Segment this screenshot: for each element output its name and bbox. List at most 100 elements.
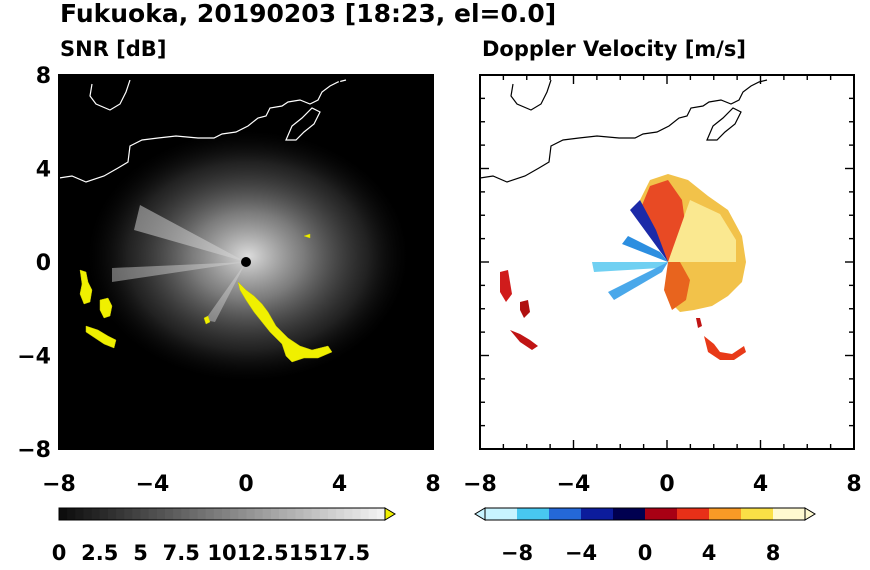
colorbar-swatch — [75, 508, 85, 520]
colorbar-swatch — [352, 508, 362, 520]
x-tick-label: 4 — [332, 472, 347, 497]
colorbar-tick-label: 4 — [702, 541, 717, 565]
colorbar-swatch — [67, 508, 76, 520]
colorbar-swatch — [629, 508, 638, 520]
colorbar-swatch — [573, 508, 582, 520]
colorbar-swatch — [653, 508, 662, 520]
colorbar-swatch — [773, 508, 782, 520]
x-tick-label: −4 — [557, 472, 591, 497]
colorbar-swatch — [533, 508, 542, 520]
colorbar-tick-label: 0 — [52, 541, 67, 565]
colorbar-swatch — [279, 508, 288, 520]
colorbar-swatch — [725, 508, 734, 520]
colorbar-swatch — [360, 508, 370, 520]
colorbar-swatch — [238, 508, 248, 520]
colorbar-max-extension — [384, 507, 396, 521]
coastline-right — [480, 79, 768, 183]
colorbar-swatch — [189, 508, 199, 520]
colorbar-swatch — [613, 508, 622, 520]
colorbar-swatch — [661, 508, 670, 520]
colorbar-swatch — [693, 508, 702, 520]
x-tick-label: −8 — [42, 472, 76, 497]
colorbar-swatch — [677, 508, 686, 520]
y-tick-label: −8 — [17, 438, 51, 463]
colorbar-tick-label: 15 — [289, 541, 318, 565]
snr-echo-glow — [88, 131, 408, 381]
colorbar-swatch — [525, 508, 534, 520]
colorbar-tick-label: 17.5 — [318, 541, 370, 565]
colorbar-swatch — [701, 508, 710, 520]
colorbar-swatch — [557, 508, 566, 520]
x-tick-label: 0 — [659, 472, 674, 497]
colorbar-swatch — [164, 508, 174, 520]
y-tick-label: 8 — [36, 64, 51, 89]
colorbar-swatch — [376, 508, 386, 520]
colorbar-swatch — [797, 508, 806, 520]
colorbar-swatch — [311, 508, 321, 520]
x-tick-label: 8 — [846, 472, 861, 497]
snr-axes: −8 −4 0 4 8 8 4 0 −4 −8 — [17, 64, 440, 497]
x-tick-label: 4 — [753, 472, 768, 497]
x-tick-label: −4 — [136, 472, 170, 497]
colorbar-swatch — [107, 508, 117, 520]
radar-site-marker — [241, 257, 251, 267]
colorbar-swatch — [733, 508, 742, 520]
colorbar-swatch — [303, 508, 313, 520]
colorbar-swatch — [685, 508, 694, 520]
colorbar-swatch — [262, 508, 272, 520]
colorbar-swatch — [148, 508, 158, 520]
colorbar-swatch — [517, 508, 526, 520]
colorbar-swatch — [637, 508, 646, 520]
colorbar-tick-label: 8 — [766, 541, 781, 565]
doppler-axes: −8 −4 0 4 8 — [463, 74, 862, 497]
colorbar-swatch — [197, 508, 207, 520]
colorbar-swatch — [781, 508, 790, 520]
colorbar-swatch — [181, 508, 190, 520]
colorbar-swatch — [246, 508, 256, 520]
y-tick-label: −4 — [17, 345, 51, 370]
colorbar-tick-label: −8 — [501, 541, 533, 565]
colorbar-swatch — [645, 508, 654, 520]
colorbar-swatch — [344, 508, 353, 520]
colorbar-swatch — [230, 508, 239, 520]
colorbar-swatch — [757, 508, 766, 520]
colorbar-swatch — [91, 508, 101, 520]
colorbar-swatch — [605, 508, 614, 520]
doppler-colorbar: −8 −4 0 4 8 — [474, 507, 816, 565]
colorbar-tick-label: −4 — [565, 541, 597, 565]
colorbar-swatch — [116, 508, 125, 520]
colorbar-swatch — [222, 508, 231, 520]
colorbar-swatch — [501, 508, 510, 520]
colorbar-swatch — [541, 508, 550, 520]
x-tick-label: 8 — [425, 472, 440, 497]
x-tick-label: 0 — [238, 472, 253, 497]
colorbar-swatch — [173, 508, 182, 520]
colorbar-swatch — [621, 508, 630, 520]
colorbar-swatch — [565, 508, 574, 520]
colorbar-tick-label: 10 — [207, 541, 236, 565]
coastline-left — [59, 79, 347, 183]
colorbar-swatch — [549, 508, 558, 520]
colorbar-swatch — [597, 508, 606, 520]
y-tick-label: 4 — [36, 158, 51, 183]
colorbar-tick-label: 5 — [133, 541, 148, 565]
colorbar-min-extension — [474, 507, 486, 521]
colorbar-tick-label: 7.5 — [163, 541, 200, 565]
snr-strong-echoes — [79, 233, 333, 363]
colorbar-swatch — [83, 508, 93, 520]
colorbar-swatch — [368, 508, 378, 520]
colorbar-swatch — [717, 508, 726, 520]
colorbar-swatch — [287, 508, 296, 520]
colorbar-swatch — [765, 508, 774, 520]
colorbar-swatch — [99, 508, 109, 520]
colorbar-swatch — [709, 508, 718, 520]
colorbar-swatch — [205, 508, 215, 520]
doppler-panel: Doppler Velocity [m/s] −8 −4 0 4 8 — [463, 37, 862, 497]
colorbar-tick-label: 0 — [638, 541, 653, 565]
colorbar-swatch — [295, 508, 305, 520]
colorbar-swatch — [59, 508, 68, 520]
colorbar-swatch — [319, 508, 329, 520]
doppler-velocity-echoes — [500, 174, 746, 360]
colorbar-swatch — [581, 508, 590, 520]
